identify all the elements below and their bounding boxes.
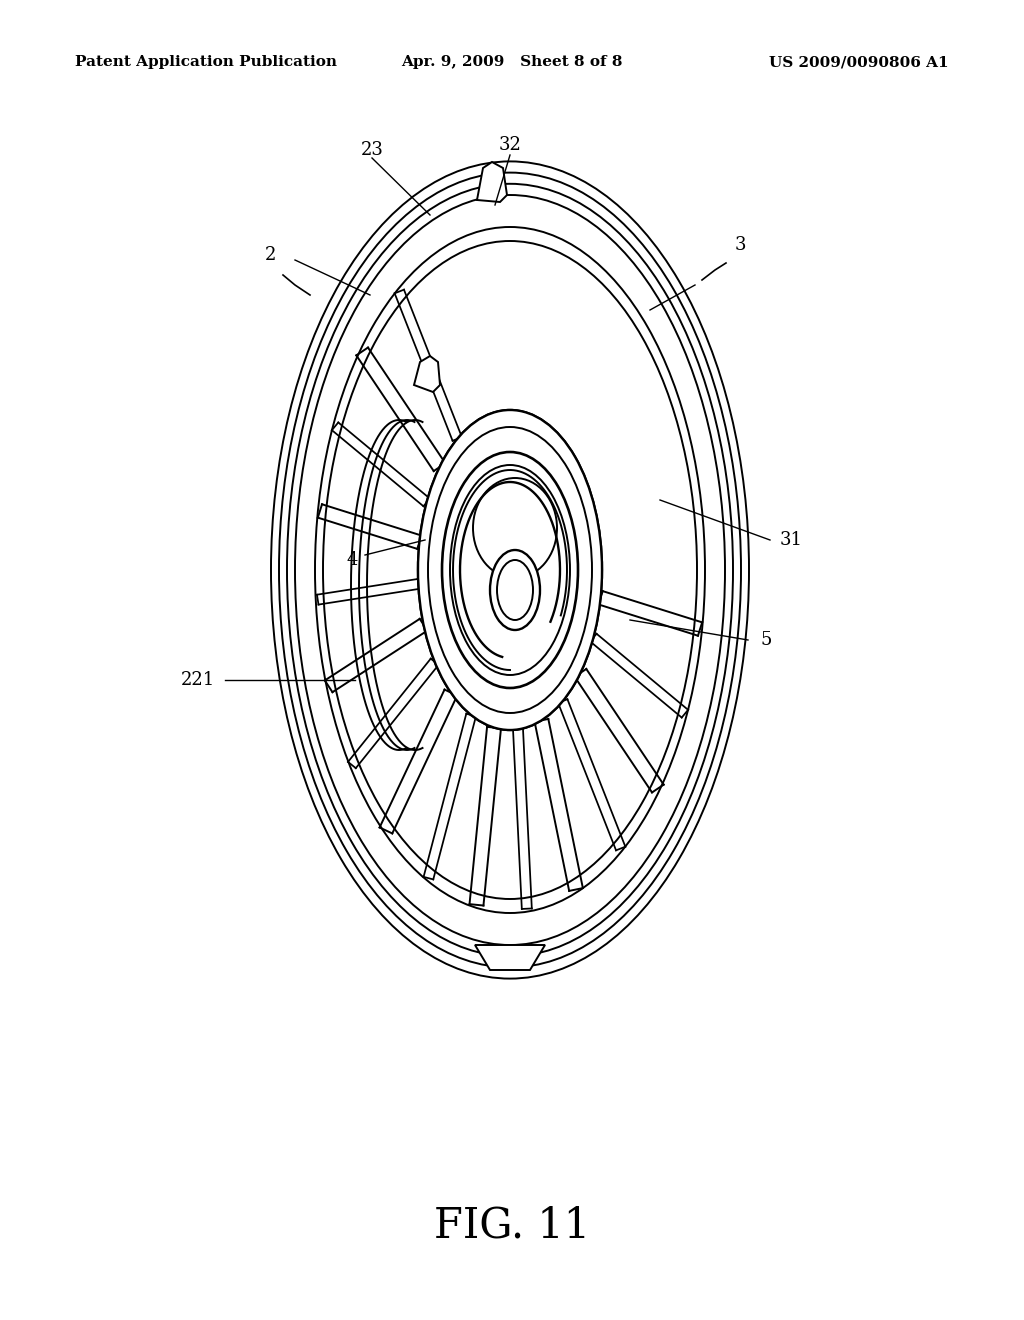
Text: US 2009/0090806 A1: US 2009/0090806 A1 xyxy=(769,55,949,69)
Text: 2: 2 xyxy=(264,246,275,264)
Text: 3: 3 xyxy=(734,236,745,253)
Ellipse shape xyxy=(317,230,703,909)
Ellipse shape xyxy=(490,550,540,630)
Polygon shape xyxy=(475,945,545,970)
Polygon shape xyxy=(414,356,440,392)
Text: 4: 4 xyxy=(347,550,358,569)
Text: 31: 31 xyxy=(780,531,803,549)
Text: 23: 23 xyxy=(360,141,383,158)
Ellipse shape xyxy=(442,451,578,688)
Text: Patent Application Publication: Patent Application Publication xyxy=(75,55,337,69)
Ellipse shape xyxy=(442,451,578,688)
Ellipse shape xyxy=(497,560,534,620)
Ellipse shape xyxy=(473,478,557,578)
Ellipse shape xyxy=(428,426,592,713)
Ellipse shape xyxy=(418,411,602,730)
Text: 5: 5 xyxy=(760,631,771,649)
Text: FIG. 11: FIG. 11 xyxy=(434,1204,590,1246)
Text: Apr. 9, 2009   Sheet 8 of 8: Apr. 9, 2009 Sheet 8 of 8 xyxy=(401,55,623,69)
Polygon shape xyxy=(477,162,507,202)
Text: 221: 221 xyxy=(181,671,215,689)
Text: 32: 32 xyxy=(499,136,521,154)
